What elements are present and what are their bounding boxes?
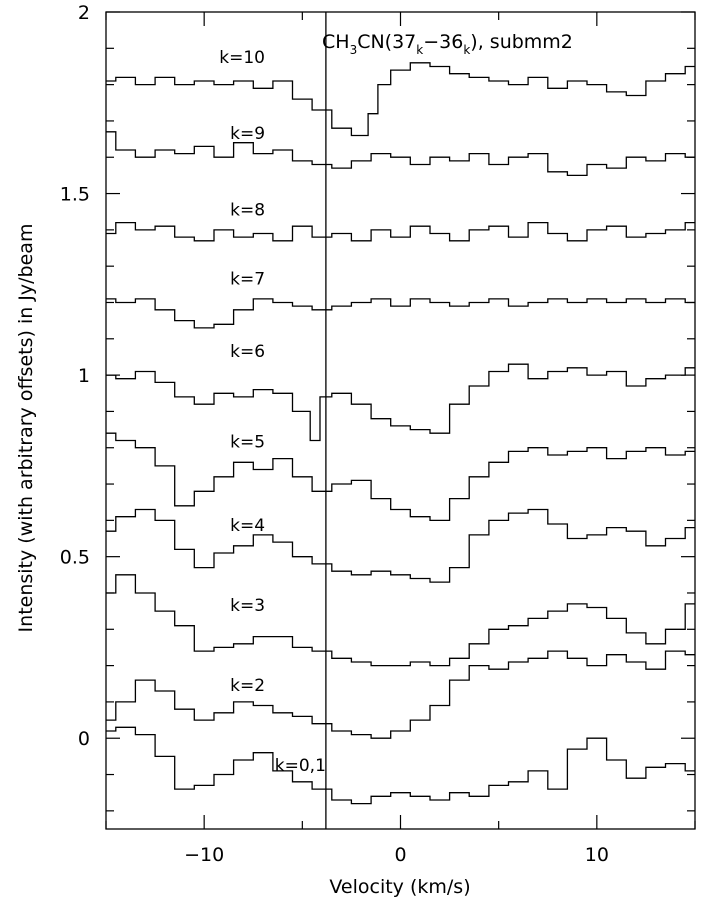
plot-frame [105, 11, 696, 830]
spectrum-line [106, 131, 695, 177]
series-label: k=2 [230, 676, 265, 696]
y-axis-title: Intensity (with arbitrary offsets) in Jy… [15, 224, 37, 633]
spectrum-line [106, 221, 695, 242]
spectrum-line [106, 508, 695, 583]
plot-area: −10 0 10 0 0.5 1 1.5 2 k=10 k=9 k=8 k=7 k=6 k=5 k=4 k=3… [60, 2, 696, 866]
y-tick-label: 1.5 [60, 184, 90, 206]
spectrum-line [106, 726, 695, 805]
y-tick-label: 1 [78, 365, 90, 387]
series-label: k=0,1 [275, 756, 326, 776]
y-tick-label: 0.5 [60, 547, 90, 569]
spectrum-line [106, 298, 695, 329]
spectrum-line [106, 574, 695, 667]
x-tick-label: 0 [394, 844, 406, 866]
spectrum-line [106, 432, 695, 522]
series-label: k=9 [230, 124, 265, 144]
spectrum-line [106, 62, 695, 137]
x-axis-title: Velocity (km/s) [329, 876, 470, 898]
series-label: k=10 [219, 48, 265, 68]
y-tick-label: 0 [78, 728, 90, 750]
x-tick-label: −10 [184, 844, 224, 866]
series-label: k=3 [230, 596, 265, 616]
spectrum-line [106, 363, 695, 442]
chart-title: CH3CN(37k−36k), submm2 [322, 31, 573, 57]
series-label: k=5 [230, 433, 265, 453]
series-label: k=8 [230, 200, 265, 220]
series-label: k=6 [230, 342, 265, 362]
series-label: k=7 [230, 269, 265, 289]
spectrum-line [106, 650, 695, 739]
y-tick-label: 2 [78, 2, 90, 24]
x-tick-label: 10 [585, 844, 609, 866]
series-label: k=4 [230, 516, 265, 536]
